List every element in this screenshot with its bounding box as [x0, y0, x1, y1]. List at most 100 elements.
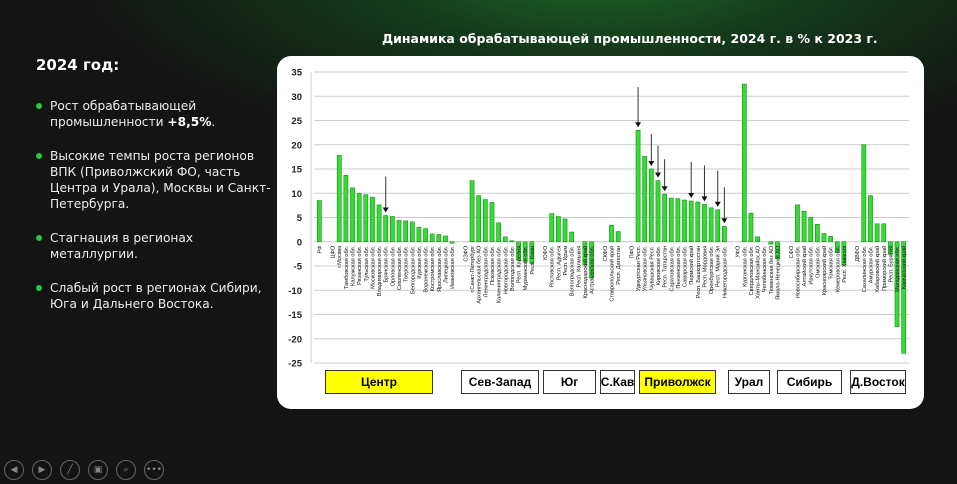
x-tick-label: РФ — [317, 246, 323, 254]
bar — [569, 231, 575, 243]
bar — [675, 198, 681, 243]
x-tick-label: Кировская обл. — [656, 245, 662, 285]
x-tick-label: Красноярский край — [821, 246, 828, 295]
y-tick-label: -5 — [294, 262, 303, 273]
bar — [549, 213, 555, 243]
arrow-head-icon — [661, 186, 668, 192]
x-tick-label: Респ. Калмыкия — [576, 246, 582, 288]
x-tick-label: Тверская обл. — [404, 245, 410, 282]
bar — [423, 228, 428, 243]
x-tick-label: Иркутская обл. — [809, 245, 815, 284]
x-tick-label: Ульяновская обл. — [643, 245, 649, 291]
bar — [476, 195, 482, 243]
x-tick-label: Нижегородская обл. — [722, 245, 728, 298]
bar — [350, 187, 355, 243]
x-tick-label: СКФО — [603, 245, 609, 261]
x-tick-label: Ямало-Ненецкий АО — [775, 245, 782, 300]
x-tick-label: Томская обл. — [829, 245, 835, 279]
x-tick-label: Респ. Бурятия — [888, 246, 894, 283]
y-tick-label: 5 — [297, 213, 303, 224]
x-tick-label: Калининградская обл. — [497, 245, 503, 303]
x-tick-label: Магаданская обл. — [895, 245, 901, 292]
x-tick-label: Алтайский край — [801, 246, 808, 287]
bar — [416, 226, 422, 243]
chart-title: Динамика обрабатывающей промышленности, … — [382, 31, 878, 46]
more-icon[interactable]: ••• — [144, 460, 164, 480]
panel-heading: 2024 год: — [36, 56, 120, 74]
bar — [648, 168, 654, 243]
bar — [888, 241, 893, 255]
prev-icon[interactable]: ◀ — [4, 460, 24, 480]
y-tick-label: 30 — [291, 92, 302, 103]
bar — [795, 204, 800, 243]
x-tick-label: Респ. Карелия — [517, 246, 523, 283]
x-tick-label: УФО — [736, 245, 742, 258]
slides-icon[interactable]: ▣ — [88, 460, 108, 480]
y-tick-label: 15 — [291, 165, 302, 176]
x-tick-label: Кемеровская обл. — [835, 245, 841, 292]
bullet-dot-icon — [36, 103, 42, 109]
x-tick-label: Московская обл. — [370, 245, 376, 289]
bullet-dot-icon — [36, 285, 42, 291]
x-tick-label: Брянская обл. — [384, 245, 390, 282]
bar — [390, 216, 395, 243]
x-tick-label: Ростовская обл. — [550, 245, 556, 287]
x-tick-label: ПФО — [629, 245, 635, 258]
slideshow-controls: ◀ ▶ ╱ ▣ ⌕ ••• — [4, 460, 164, 480]
bar — [821, 233, 827, 243]
x-tick-label: г.Санкт-Петербург — [470, 246, 476, 293]
bar — [589, 241, 594, 279]
bar — [529, 241, 535, 264]
x-tick-label: Ханты-Мансийск.АО — [755, 245, 762, 299]
x-tick-label: Амурская обл. — [868, 245, 874, 283]
bar — [356, 192, 362, 243]
bar — [748, 212, 754, 243]
bar — [814, 223, 820, 243]
arrow-head-icon — [721, 218, 728, 224]
x-tick-label: Респ. Татарстан — [663, 246, 669, 288]
bar — [429, 233, 435, 243]
bar — [469, 180, 475, 243]
x-tick-label: Владимирская обл. — [377, 245, 383, 296]
bar — [868, 195, 873, 243]
x-tick-label: ЮФО — [543, 245, 549, 260]
x-tick-label: Костромская обл. — [430, 245, 436, 291]
bar — [615, 231, 621, 243]
x-tick-label: Ленинградская обл. — [483, 245, 489, 297]
bar — [516, 241, 521, 261]
x-tick-label: Архангельская без АО — [477, 245, 483, 304]
bar — [901, 241, 907, 354]
x-tick-label: Пензенская обл. — [676, 245, 682, 288]
bullet-dot-icon — [36, 153, 42, 159]
x-tick-label: г.Москва — [337, 245, 343, 268]
y-tick-label: 25 — [291, 116, 302, 127]
x-tick-label: Респ. Коми — [530, 246, 536, 275]
next-icon[interactable]: ▶ — [32, 460, 52, 480]
x-tick-label: Рязанская обл. — [357, 245, 363, 285]
x-tick-label: Волгоградская обл. — [570, 245, 576, 296]
y-tick-label: -15 — [288, 310, 302, 321]
arrow-head-icon — [382, 207, 389, 213]
legend-ural: Урал — [728, 370, 770, 394]
arrow-head-icon — [688, 193, 695, 199]
x-tick-label: Сахалинская обл. — [862, 245, 868, 292]
bar — [642, 156, 648, 243]
bar — [695, 201, 701, 243]
bar — [376, 204, 382, 243]
x-tick-label: Калужская обл. — [351, 245, 357, 286]
pen-icon[interactable]: ╱ — [60, 460, 80, 480]
x-tick-label: Пермский край — [688, 246, 695, 285]
bar — [755, 236, 760, 243]
x-tick-label: Новосибирская обл. — [795, 245, 801, 298]
x-tick-label: Курганская обл. — [742, 245, 748, 287]
legend-north-caucasus: С.Кав — [600, 370, 635, 394]
bar — [662, 193, 667, 243]
zoom-icon[interactable]: ⌕ — [116, 460, 136, 480]
bar — [801, 210, 807, 243]
bar — [522, 241, 528, 263]
bar — [556, 216, 561, 243]
legend-northwest: Сев-Запад — [461, 370, 539, 394]
y-tick-label: 35 — [291, 68, 302, 79]
x-tick-label: Саратовская обл. — [669, 245, 675, 291]
bar — [834, 241, 840, 253]
